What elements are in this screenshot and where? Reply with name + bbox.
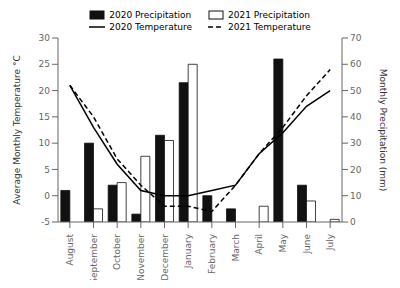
svg-text:November: November	[136, 234, 146, 280]
svg-text:70: 70	[350, 33, 362, 43]
svg-text:August: August	[65, 234, 75, 266]
svg-text:September: September	[89, 234, 99, 280]
svg-text:June: June	[302, 234, 312, 255]
svg-text:60: 60	[350, 59, 362, 69]
html-text:2021 Temperature: 2021 Temperature	[228, 22, 311, 32]
svg-text:20: 20	[350, 165, 362, 175]
svg-text:July: July	[325, 233, 335, 251]
html-text:2020 Precipitation: 2020 Precipitation	[109, 10, 192, 20]
svg-text:10: 10	[39, 138, 51, 148]
svg-text:0: 0	[350, 217, 356, 227]
svg-text:30: 30	[350, 138, 362, 148]
svg-text:April: April	[254, 234, 264, 255]
svg-text:Average Monthly Temperature °C: Average Monthly Temperature °C	[12, 55, 22, 204]
svg-text:30: 30	[39, 33, 51, 43]
svg-text:December: December	[160, 234, 170, 280]
svg-text:May: May	[278, 233, 288, 252]
svg-text:15: 15	[39, 112, 50, 122]
svg-text:-5: -5	[41, 217, 50, 227]
svg-text:0: 0	[44, 191, 50, 201]
svg-text:February: February	[207, 233, 217, 274]
svg-text:25: 25	[39, 59, 50, 69]
svg-text:10: 10	[350, 191, 362, 201]
svg-text:March: March	[231, 234, 241, 261]
svg-text:50: 50	[350, 86, 362, 96]
svg-text:5: 5	[44, 165, 50, 175]
html-text:2020 Temperature: 2020 Temperature	[109, 22, 192, 32]
svg-text:Monthly Precipitation (mm): Monthly Precipitation (mm)	[378, 69, 388, 192]
svg-text:20: 20	[39, 86, 51, 96]
svg-text:40: 40	[350, 112, 362, 122]
html-text:2021 Precipitation: 2021 Precipitation	[228, 10, 310, 20]
svg-text:October: October	[112, 234, 122, 270]
svg-text:January: January	[183, 233, 193, 269]
